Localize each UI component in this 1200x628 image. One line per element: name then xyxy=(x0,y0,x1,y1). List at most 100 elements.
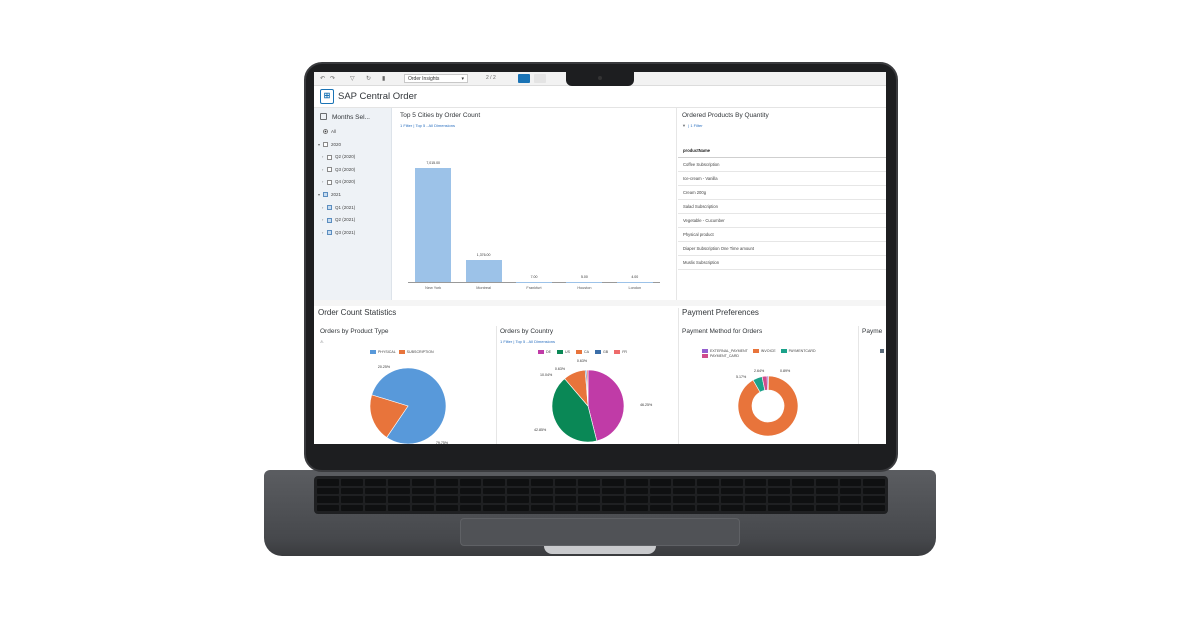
pie-slice[interactable] xyxy=(586,369,589,407)
top-cities-rank: Top 5 - All Dimensions xyxy=(415,123,456,128)
undo-icon[interactable]: ↶ xyxy=(320,76,326,82)
keyboard-key xyxy=(839,487,862,494)
keyboard-key xyxy=(720,504,743,511)
legend-label: GB xyxy=(603,350,609,354)
pie-slice[interactable] xyxy=(737,375,799,437)
legend-physical: PHYSICAL xyxy=(378,350,396,354)
pie-data-label: 46.25% xyxy=(640,403,653,407)
x-tick-label: Houston xyxy=(577,286,592,290)
filter-item[interactable]: ▾ 2020 xyxy=(318,141,341,149)
chevron-right-icon[interactable]: › xyxy=(322,166,324,172)
chevron-down-icon[interactable]: ▾ xyxy=(318,192,321,197)
table-row[interactable]: Vegetable - Cucumber xyxy=(678,214,886,228)
checkbox[interactable] xyxy=(327,154,332,160)
bar[interactable] xyxy=(465,259,502,282)
top-cities-filter-link[interactable]: 1 Filter xyxy=(400,123,413,128)
filter-item-label: Q2 (2021) xyxy=(335,217,356,223)
legend-label: INVOICE xyxy=(760,349,776,353)
redo-icon[interactable]: ↷ xyxy=(330,76,336,82)
keyboard-key xyxy=(412,487,434,494)
pie-data-label: 42.85% xyxy=(534,428,547,432)
filter-item[interactable]: › Q3 (2020) xyxy=(322,166,355,174)
keyboard-key xyxy=(459,496,482,503)
keyboard-key xyxy=(768,479,790,486)
legend-label: DE xyxy=(546,350,551,354)
filter-item[interactable]: › Q2 (2020) xyxy=(322,153,355,161)
ordered-products-title: Ordered Products By Quantity xyxy=(682,112,769,119)
checkbox[interactable] xyxy=(323,141,328,147)
chevron-right-icon[interactable]: › xyxy=(322,204,324,210)
checkbox[interactable] xyxy=(327,230,332,236)
bookmark-icon[interactable]: ▮ xyxy=(382,76,386,82)
x-axis xyxy=(408,282,660,283)
filter-item[interactable]: › Q2 (2021) xyxy=(322,216,355,224)
table-row[interactable]: Coffee Subscription xyxy=(678,158,886,172)
view-mode-button[interactable] xyxy=(534,74,546,83)
filter-icon[interactable]: ▽ xyxy=(350,76,355,82)
table-row[interactable]: Physical product xyxy=(678,228,886,242)
table-row[interactable]: Cream 200g xyxy=(678,186,886,200)
keyboard-key xyxy=(459,504,482,511)
keyboard-key xyxy=(863,479,885,486)
keyboard-key xyxy=(697,487,719,494)
filter-item-label: Q3 (2020) xyxy=(335,166,356,172)
country-filter-link[interactable]: 1 Filter xyxy=(500,339,513,344)
keyboard-key xyxy=(412,479,434,486)
keyboard-key xyxy=(744,487,767,494)
keyboard-key xyxy=(673,487,695,494)
app-title: SAP Central Order xyxy=(338,91,418,102)
orders-by-country-subtitle: 1 Filter | Top 5 - All Dimensions xyxy=(500,339,556,344)
top-cities-title: Top 5 Cities by Order Count xyxy=(400,112,481,119)
ordered-products-filter-link[interactable]: 1 Filter xyxy=(690,123,703,128)
keyboard-key xyxy=(720,487,743,494)
pie-slice[interactable] xyxy=(587,369,625,442)
table-row[interactable]: Salad Subscription xyxy=(678,200,886,214)
checkbox[interactable] xyxy=(323,192,328,198)
filter-item[interactable]: › Q3 (2021) xyxy=(322,229,355,237)
keyboard-key xyxy=(815,479,838,486)
filter-item[interactable]: ▾ 2021 xyxy=(318,191,341,199)
pie-slice[interactable] xyxy=(369,394,409,438)
table-row[interactable]: Diaper Subscription One Time amount xyxy=(678,242,886,256)
product-type-legend: PHYSICAL SUBSCRIPTION xyxy=(370,350,434,355)
legend-label: EXTERNAL_PAYMENT xyxy=(710,349,748,353)
keyboard-key xyxy=(768,496,790,503)
keyboard-key xyxy=(554,479,577,486)
keyboard-key xyxy=(863,487,885,494)
bar-data-label: 1,376.00 xyxy=(476,252,491,257)
bar[interactable] xyxy=(415,167,452,282)
legend-item: INVOICE xyxy=(752,349,776,354)
pie-slice[interactable] xyxy=(761,375,768,391)
laptop-front-lip xyxy=(544,546,656,554)
table-header[interactable]: productName xyxy=(678,144,886,158)
legend-swatch xyxy=(576,350,582,355)
radio-icon xyxy=(323,129,328,135)
table-row[interactable]: Ice-cream - Vanilla xyxy=(678,172,886,186)
checkbox[interactable] xyxy=(327,179,332,185)
chevron-right-icon[interactable]: › xyxy=(322,179,324,185)
chevron-down-icon[interactable]: ▾ xyxy=(318,141,321,147)
x-tick-label: Montreal xyxy=(476,286,491,290)
refresh-icon[interactable]: ↻ xyxy=(366,76,372,82)
chevron-right-icon[interactable]: › xyxy=(322,229,324,235)
story-page-select[interactable]: Order Insights ▾ xyxy=(404,74,468,83)
pie-slice[interactable] xyxy=(371,367,447,444)
keyboard-key xyxy=(530,496,553,503)
checkbox[interactable] xyxy=(327,167,332,173)
chevron-right-icon[interactable]: › xyxy=(322,154,324,160)
pie-slice[interactable] xyxy=(551,378,598,443)
filter-item[interactable]: All xyxy=(318,128,336,136)
filter-item[interactable]: › Q4 (2020) xyxy=(322,178,355,186)
ordered-products-subtitle: ▼ | 1 Filter xyxy=(682,123,703,128)
table-row[interactable]: Muslix Subscription xyxy=(678,256,886,270)
keyboard-key xyxy=(364,479,387,486)
chevron-right-icon[interactable]: › xyxy=(322,217,324,223)
legend-item: PAYMENT_CARD xyxy=(702,354,739,359)
card-divider xyxy=(496,326,497,444)
filter-item[interactable]: › Q1 (2021) xyxy=(322,204,355,212)
checkbox[interactable] xyxy=(327,217,332,223)
story-page-select-value: Order Insights xyxy=(408,76,440,82)
edit-mode-button[interactable] xyxy=(518,74,530,83)
legend-label: FR xyxy=(622,350,627,354)
checkbox[interactable] xyxy=(327,204,332,210)
